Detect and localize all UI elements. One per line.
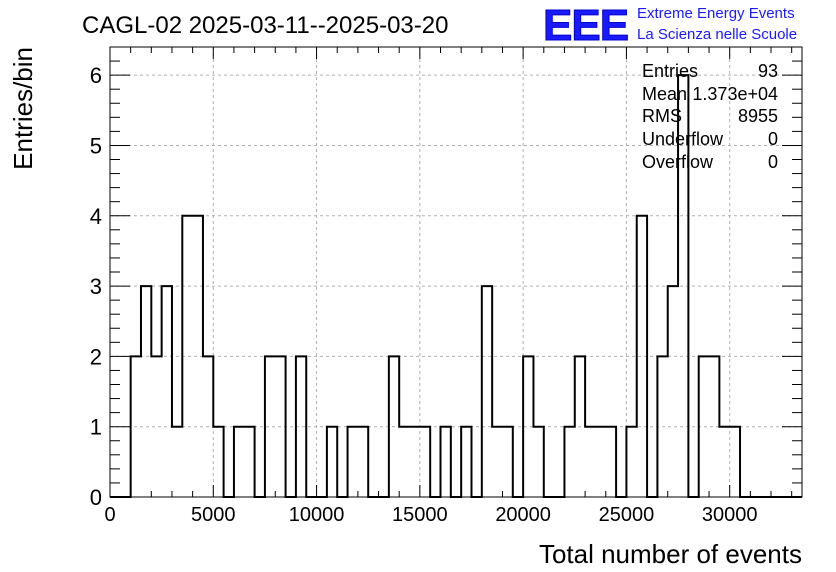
- x-tick-label: 20000: [495, 504, 551, 526]
- histogram-bin: [410, 427, 420, 497]
- histogram-bin: [595, 427, 605, 497]
- x-tick-label: 10000: [289, 504, 345, 526]
- histogram-bin: [151, 356, 161, 497]
- histogram-outline: [110, 74, 802, 498]
- histogram-bin: [131, 356, 141, 497]
- histogram-bin: [668, 286, 678, 497]
- stats-overflow-value: 0: [768, 152, 778, 172]
- stats-entries-label: Entries: [642, 61, 698, 81]
- histogram-bin: [399, 427, 409, 497]
- histogram-bin: [327, 427, 337, 497]
- stats-underflow-value: 0: [768, 129, 778, 149]
- histogram-bin: [606, 427, 616, 497]
- eee-logo-mark: EEE: [543, 1, 628, 50]
- stats-overflow-label: Overflow: [642, 152, 714, 172]
- y-tick-label: 5: [90, 133, 102, 158]
- x-tick-label: 0: [104, 504, 115, 526]
- histogram-bin: [358, 427, 368, 497]
- histogram-bin: [719, 427, 729, 497]
- histogram-bin: [348, 427, 358, 497]
- histogram-bin: [193, 216, 203, 497]
- x-tick-label: 25000: [599, 504, 655, 526]
- histogram-layer: [110, 74, 802, 498]
- eee-logo-line2: La Scienza nelle Scuole: [637, 26, 797, 43]
- x-tick-label: 5000: [191, 504, 236, 526]
- histogram-bin: [213, 427, 223, 497]
- stats-rms-value: 8955: [738, 106, 778, 126]
- eee-logo: EEE Extreme Energy Events La Scienza nel…: [543, 1, 798, 51]
- stats-mean-value: 1.373e+04: [692, 84, 778, 104]
- histogram-bin: [296, 356, 306, 497]
- y-tick-label: 2: [90, 344, 102, 369]
- histogram-bin: [730, 427, 740, 497]
- histogram-bin: [575, 356, 585, 497]
- histogram-bin: [709, 356, 719, 497]
- histogram-bin: [389, 356, 399, 497]
- stats-rms-label: RMS: [642, 106, 682, 126]
- histogram-bin: [585, 427, 595, 497]
- histogram-bin: [172, 427, 182, 497]
- stats-underflow-label: Underflow: [642, 129, 724, 149]
- y-tick-label: 0: [90, 485, 102, 510]
- histogram-bin: [441, 427, 451, 497]
- y-tick-label: 3: [90, 274, 102, 299]
- histogram-bin: [244, 427, 254, 497]
- histogram-bin: [533, 427, 543, 497]
- histogram-bin: [699, 356, 709, 497]
- histogram-bin: [523, 356, 533, 497]
- histogram-bin: [182, 216, 192, 497]
- stats-mean-label: Mean: [642, 84, 687, 104]
- histogram-bin: [234, 427, 244, 497]
- histogram-bin: [492, 427, 502, 497]
- histogram-bin: [482, 286, 492, 497]
- histogram-bin: [461, 427, 471, 497]
- y-tick-label: 1: [90, 415, 102, 440]
- histogram-bin: [420, 427, 430, 497]
- histogram-bin: [637, 216, 647, 497]
- eee-logo-line1: Extreme Energy Events: [637, 5, 795, 22]
- tick-layer: [109, 47, 802, 498]
- histogram-bin: [275, 356, 285, 497]
- histogram-bin: [626, 427, 636, 497]
- y-tick-label: 4: [90, 204, 102, 229]
- histogram-bin: [203, 356, 213, 497]
- y-axis-label: Entries/bin: [8, 47, 38, 170]
- x-tick-label: 30000: [702, 504, 758, 526]
- histogram-bin: [141, 286, 151, 497]
- histogram-bin: [162, 286, 172, 497]
- y-tick-label: 6: [90, 63, 102, 88]
- histogram-bin: [657, 356, 667, 497]
- x-axis-label: Total number of events: [539, 539, 802, 569]
- stats-entries-value: 93: [758, 61, 778, 81]
- stats-box: Entries 93 Mean 1.373e+04 RMS 8955 Under…: [642, 61, 778, 172]
- histogram-bin: [502, 427, 512, 497]
- tick-label-layer: 0 5000 10000 15000 20000 25000 30000 0 1 2 3 4 5 6: [90, 63, 758, 526]
- histogram-bin: [564, 427, 574, 497]
- chart-title: CAGL-02 2025-03-11--2025-03-20: [82, 12, 448, 39]
- histogram-bin: [265, 356, 275, 497]
- x-tick-label: 15000: [392, 504, 448, 526]
